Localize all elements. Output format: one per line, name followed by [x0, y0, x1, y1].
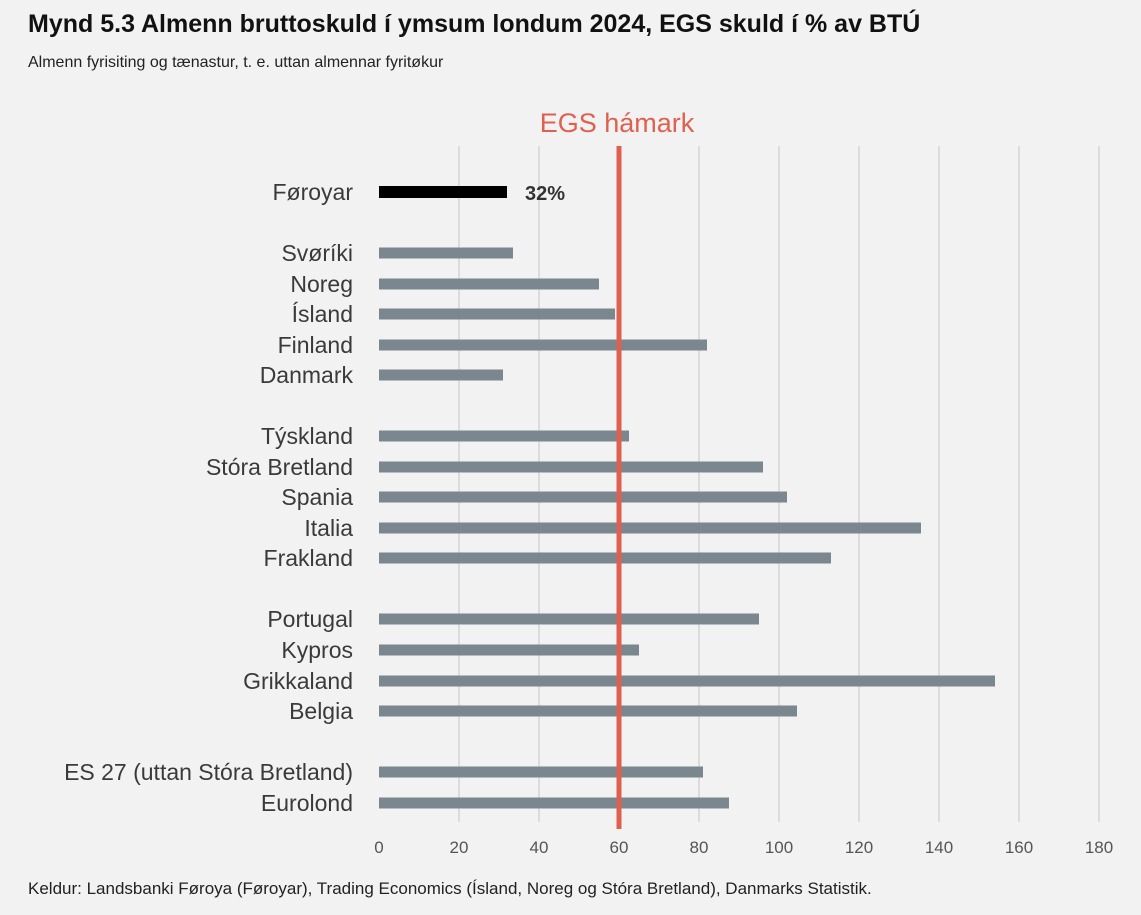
bar	[379, 797, 729, 809]
category-label: Noreg	[290, 271, 353, 297]
x-tick-label: 100	[765, 838, 793, 857]
category-label: Kypros	[281, 637, 353, 663]
source-note: Keldur: Landsbanki Føroya (Føroyar), Tra…	[28, 879, 872, 898]
category-label: Frakland	[264, 545, 353, 571]
category-label: Stóra Bretland	[206, 454, 353, 480]
bar	[379, 766, 703, 778]
x-tick-label: 80	[690, 838, 709, 857]
bar	[379, 675, 995, 687]
category-label: Danmark	[260, 362, 354, 388]
category-label: Belgia	[289, 698, 353, 724]
x-tick-label: 160	[1005, 838, 1033, 857]
bar	[379, 644, 639, 656]
bar	[379, 430, 629, 442]
bar	[379, 247, 513, 259]
bar	[379, 461, 763, 473]
bar	[379, 186, 507, 198]
bar	[379, 705, 797, 717]
reference-line-label: EGS hámark	[540, 108, 695, 138]
category-label: Eurolond	[261, 790, 353, 816]
bar	[379, 552, 831, 564]
x-tick-label: 20	[450, 838, 469, 857]
category-label: Italia	[304, 515, 353, 541]
data-label: 32%	[525, 183, 565, 205]
bar	[379, 339, 707, 351]
x-tick-label: 60	[610, 838, 629, 857]
x-tick-label: 120	[845, 838, 873, 857]
bar	[379, 308, 615, 320]
x-tick-label: 0	[374, 838, 383, 857]
category-label: Spania	[281, 484, 353, 510]
category-label: Portugal	[267, 606, 353, 632]
bar	[379, 522, 921, 534]
category-label: Ísland	[292, 301, 353, 327]
bar-chart: 0 20 40 60 80 100 120 140 160 180 Føroyar 32% Svørík…	[64, 108, 1113, 857]
category-label: Grikkaland	[243, 668, 353, 694]
category-label: Finland	[278, 332, 353, 358]
x-tick-label: 40	[530, 838, 549, 857]
bar	[379, 369, 503, 381]
chart-title: Mynd 5.3 Almenn bruttoskuld í ymsum lond…	[28, 10, 921, 38]
bar	[379, 613, 759, 625]
chart-subtitle: Almenn fyrisiting og tænastur, t. e. utt…	[28, 54, 444, 71]
x-tick-label: 180	[1085, 838, 1113, 857]
category-label: Føroyar	[273, 179, 354, 205]
category-label: Týskland	[261, 423, 353, 449]
bar	[379, 491, 787, 503]
category-label: ES 27 (uttan Stóra Bretland)	[64, 759, 353, 785]
bar	[379, 278, 599, 290]
x-tick-label: 140	[925, 838, 953, 857]
category-label: Svøríki	[281, 240, 353, 266]
